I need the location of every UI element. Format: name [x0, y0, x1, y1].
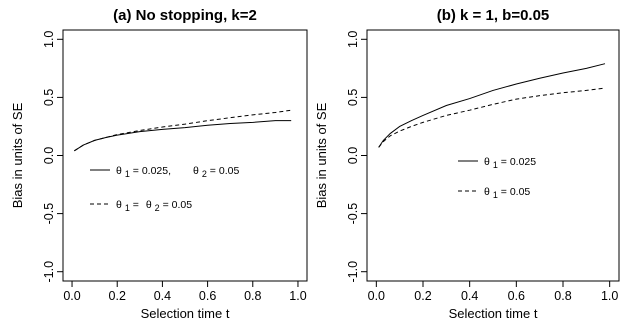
legend-subscript: 1 — [125, 203, 130, 213]
series-line-solid — [74, 120, 292, 152]
x-tick-label: 0.6 — [508, 289, 525, 303]
legend-subscript: 1 — [493, 160, 498, 170]
series-line-solid — [378, 63, 606, 148]
x-tick-label: 0.2 — [414, 289, 431, 303]
y-tick-label: 1.0 — [42, 31, 56, 48]
chart-title: (b) k = 1, b=0.05 — [437, 7, 550, 24]
legend-value: = 0.05 — [207, 165, 240, 177]
y-axis-label: Bias in units of SE — [10, 102, 25, 208]
x-tick-label: 0.8 — [244, 289, 261, 303]
x-tick-label: 0.8 — [554, 289, 571, 303]
legend-value: = 0.025 — [498, 156, 536, 168]
x-axis-label: Selection time t — [141, 306, 230, 321]
x-tick-label: 0.6 — [199, 289, 216, 303]
y-axis-label: Bias in units of SE — [314, 102, 329, 208]
legend-subscript: 2 — [155, 203, 160, 213]
legend-value: = 0.05 — [498, 186, 531, 198]
legend-subscript: 2 — [202, 169, 207, 179]
legend-subscript: 1 — [493, 190, 498, 200]
y-tick-label: 1.0 — [346, 31, 360, 48]
series-line-dashed — [378, 87, 606, 148]
y-tick-label: 0.0 — [42, 147, 56, 164]
legend-theta: θ — [116, 165, 122, 177]
y-tick-label: 0.0 — [346, 147, 360, 164]
legend-theta: θ — [193, 165, 199, 177]
x-tick-label: 1.0 — [601, 289, 618, 303]
x-tick-label: 0.2 — [109, 289, 126, 303]
legend-value: = 0.025, — [130, 165, 171, 177]
y-tick-label: 0.5 — [42, 89, 56, 106]
x-axis-label: Selection time t — [449, 306, 538, 321]
legend-theta: θ — [116, 199, 122, 211]
x-tick-label: 0.4 — [461, 289, 478, 303]
panel-b: (b) k = 1, b=0.05 Bias in units of SE Sele… — [314, 7, 620, 321]
x-tick-label: 0.4 — [154, 289, 171, 303]
y-tick-label: -0.5 — [42, 203, 56, 225]
x-tick-label: 0.0 — [368, 289, 385, 303]
legend-theta: θ — [146, 199, 152, 211]
plot-frame — [366, 29, 620, 282]
legend-theta: θ — [484, 156, 490, 168]
chart-title: (a) No stopping, k=2 — [113, 7, 257, 24]
y-tick-label: -0.5 — [346, 203, 360, 225]
y-tick-label: -1.0 — [346, 261, 360, 283]
x-tick-label: 0.0 — [63, 289, 80, 303]
x-tick-label: 1.0 — [289, 289, 306, 303]
y-tick-label: -1.0 — [42, 261, 56, 283]
panel-a: (a) No stopping, k=2 Bias in units of SE S… — [10, 7, 308, 321]
series-line-dashed — [74, 109, 292, 152]
legend-theta: θ — [484, 186, 490, 198]
plot-frame — [62, 29, 308, 282]
y-tick-label: 0.5 — [346, 89, 360, 106]
legend-value: = 0.05 — [160, 199, 193, 211]
legend-value: = — [130, 199, 142, 211]
legend-subscript: 1 — [125, 169, 130, 179]
